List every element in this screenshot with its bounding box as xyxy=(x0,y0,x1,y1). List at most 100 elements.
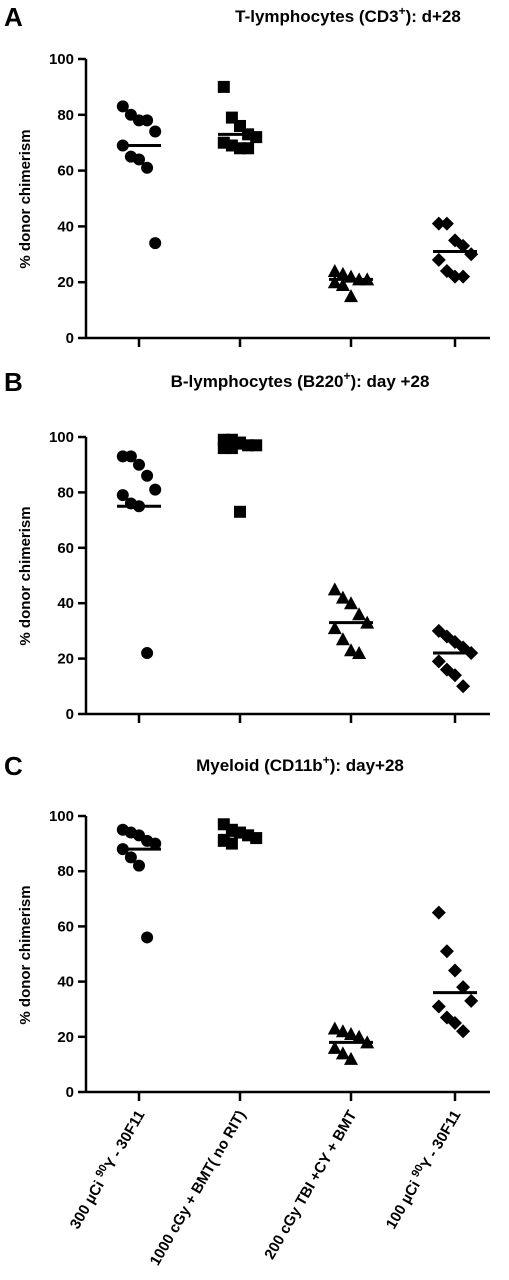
data-point xyxy=(352,607,367,621)
data-point xyxy=(133,153,145,166)
data-point xyxy=(344,1027,358,1041)
y-tick-label: 20 xyxy=(57,274,74,291)
y-ticks: 0 20 40 60 80 100 xyxy=(49,808,86,1101)
data-point xyxy=(431,216,446,231)
y-tick-label: 80 xyxy=(57,863,74,880)
data-point xyxy=(448,963,462,978)
data-point xyxy=(327,621,342,635)
data-point xyxy=(448,668,462,683)
data-points xyxy=(116,433,479,694)
y-tick-label: 60 xyxy=(57,540,74,557)
y-tick-label: 80 xyxy=(57,484,74,501)
y-tick-label: 20 xyxy=(57,1029,74,1046)
y-tick-label: 60 xyxy=(57,918,74,935)
data-point xyxy=(149,483,162,496)
data-point xyxy=(141,469,154,482)
y-tick-label: 60 xyxy=(57,163,74,180)
data-point xyxy=(352,646,367,660)
data-points xyxy=(116,80,479,303)
y-axis-label: % donor chimerism xyxy=(17,129,34,268)
data-point xyxy=(456,238,471,253)
x-tick-label: 200 cGy TBI +CY + BMT xyxy=(261,1108,360,1263)
data-point xyxy=(456,1024,471,1039)
data-point xyxy=(327,582,342,596)
x-ticks xyxy=(137,1092,457,1101)
y-tick-label: 0 xyxy=(66,1084,74,1101)
data-point xyxy=(456,679,471,694)
y-ticks: 0 20 40 60 80 100 xyxy=(49,51,86,347)
data-point xyxy=(327,1021,342,1035)
panel-letter: B xyxy=(4,367,23,397)
data-point xyxy=(225,837,238,850)
y-tick-label: 100 xyxy=(49,429,74,446)
y-tick-label: 0 xyxy=(66,330,74,347)
data-point xyxy=(217,80,230,93)
x-tick-label: 300 µCi 90Y - 30F11 xyxy=(65,1107,148,1233)
y-tick-label: 100 xyxy=(49,808,74,825)
data-point xyxy=(124,450,137,463)
y-tick-label: 80 xyxy=(57,107,74,124)
data-point xyxy=(327,1040,342,1054)
y-axis-label: % donor chimerism xyxy=(17,885,34,1024)
data-point xyxy=(149,837,162,850)
data-point xyxy=(456,269,471,284)
x-ticks xyxy=(137,714,457,723)
data-point xyxy=(141,647,154,660)
y-tick-label: 40 xyxy=(57,595,74,612)
data-point xyxy=(234,119,246,132)
data-point xyxy=(116,489,129,502)
data-point xyxy=(464,993,479,1008)
data-points xyxy=(116,818,479,1065)
data-point xyxy=(335,632,350,646)
data-point xyxy=(352,1029,367,1043)
panel-b: B B-lymphocytes (B220+): day +28 % donor… xyxy=(4,367,490,723)
data-point xyxy=(448,269,462,284)
data-point xyxy=(431,654,446,669)
data-point xyxy=(335,590,350,604)
data-point xyxy=(133,859,145,872)
data-point xyxy=(344,1051,358,1065)
data-point xyxy=(133,458,145,471)
panel-letter: A xyxy=(4,2,23,32)
y-tick-label: 0 xyxy=(66,706,74,723)
data-point xyxy=(439,944,454,959)
y-tick-label: 40 xyxy=(57,218,74,235)
data-point xyxy=(116,100,129,113)
data-point xyxy=(141,161,154,174)
data-point xyxy=(335,1024,350,1038)
data-point xyxy=(327,275,342,289)
x-tick-label: 100 µCi 90Y - 30F11 xyxy=(381,1107,464,1233)
data-point xyxy=(335,266,350,280)
panel-c: C Myeloid (CD11b+): day+28 % donor chime… xyxy=(4,751,490,1269)
data-point xyxy=(344,596,358,610)
data-point xyxy=(149,237,162,250)
data-point xyxy=(439,216,454,231)
data-point xyxy=(431,252,446,267)
data-point xyxy=(335,277,350,291)
data-point xyxy=(141,114,154,127)
data-point xyxy=(335,1046,350,1060)
data-point xyxy=(124,851,137,864)
data-point xyxy=(456,980,471,995)
y-tick-label: 100 xyxy=(49,51,74,68)
data-point xyxy=(448,1016,462,1030)
x-tick-label: 1000 cGy + BMT( no RIT) xyxy=(147,1108,250,1269)
data-point xyxy=(344,643,358,657)
data-point xyxy=(234,505,246,518)
data-point xyxy=(344,289,358,303)
data-point xyxy=(149,125,162,138)
data-point xyxy=(141,931,154,944)
y-tick-label: 40 xyxy=(57,974,74,991)
y-tick-label: 20 xyxy=(57,651,74,668)
data-point xyxy=(242,142,255,155)
data-point xyxy=(431,999,446,1014)
x-ticks xyxy=(137,338,457,347)
panel-letter: C xyxy=(4,751,23,781)
chart-title: T-lymphocytes (CD3+): d+28 xyxy=(235,4,461,26)
panel-a: A T-lymphocytes (CD3+): d+28 % donor chi… xyxy=(4,2,490,347)
data-point xyxy=(431,905,446,920)
chart-title: Myeloid (CD11b+): day+28 xyxy=(196,753,404,775)
y-axis-label: % donor chimerism xyxy=(17,506,34,645)
